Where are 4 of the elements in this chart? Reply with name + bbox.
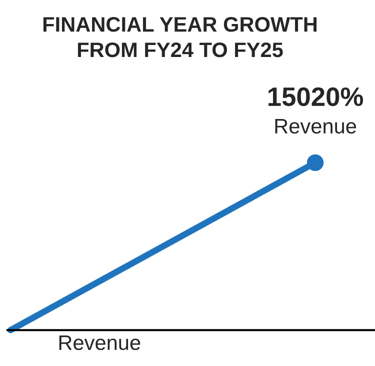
chart-title: FINANCIAL YEAR GROWTH FROM FY24 TO FY25 — [43, 17, 317, 58]
text: 15020% — [268, 87, 364, 106]
x-axis-title: Revenue — [59, 336, 140, 350]
text: Revenue — [275, 119, 356, 134]
